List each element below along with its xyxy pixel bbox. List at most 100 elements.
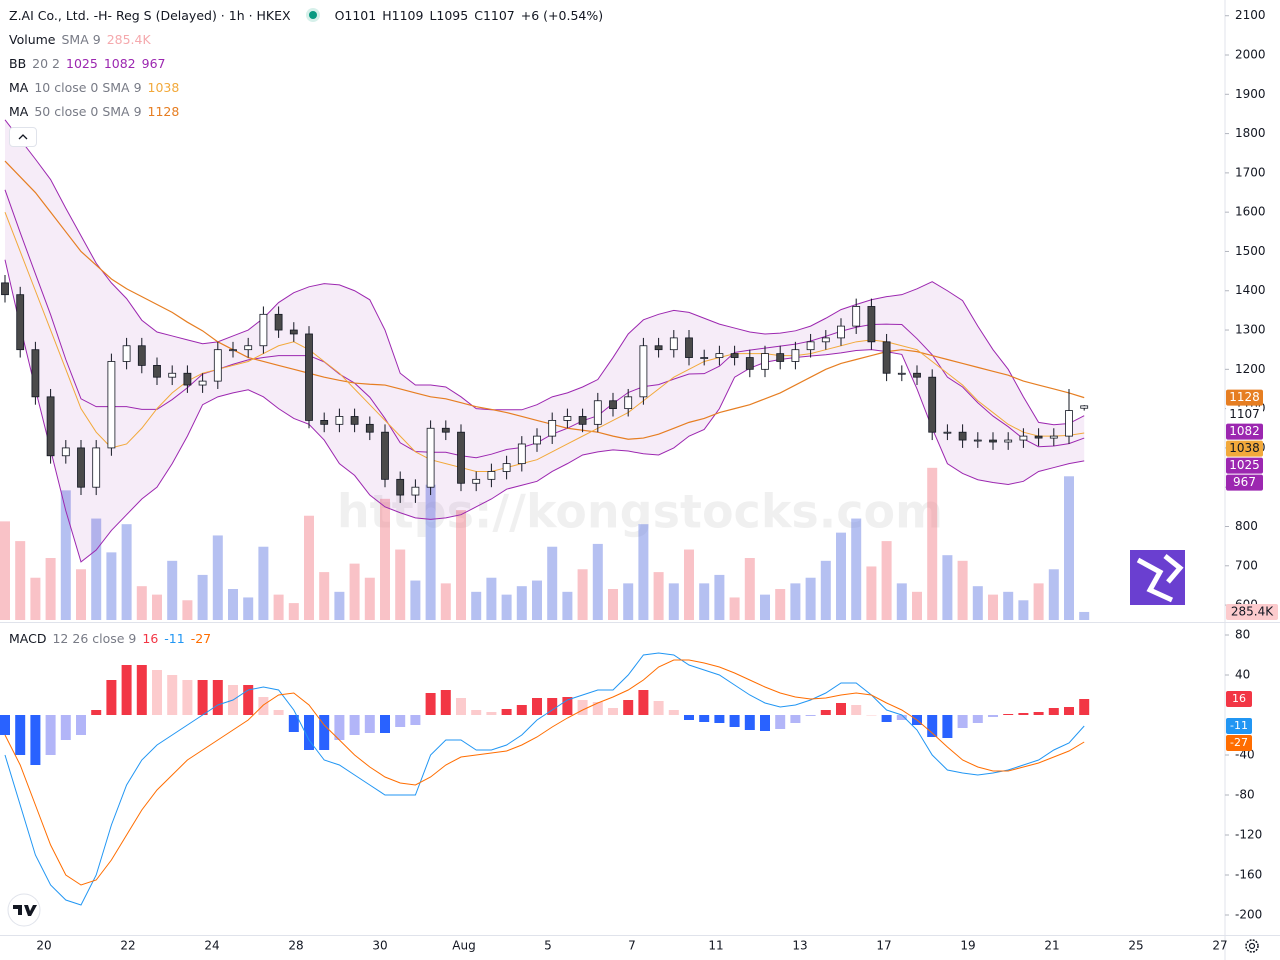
candle-body (229, 349, 237, 352)
macd-tag-label: 16 (1232, 692, 1246, 705)
candle-body (639, 345, 648, 398)
legend-value: 285.4K (106, 32, 151, 47)
candle-body (761, 353, 769, 370)
logo-mark (1136, 554, 1184, 603)
ohlc-high: H1109 (382, 8, 424, 23)
macd-hist-bar (988, 715, 998, 717)
volume-bar (623, 583, 634, 620)
volume-bar (1003, 591, 1014, 620)
volume-bar (395, 549, 406, 620)
macd-hist-bar (592, 702, 603, 715)
settings-gear[interactable] (1245, 939, 1259, 953)
bb-upper (4, 119, 1085, 426)
volume-bar (896, 583, 907, 620)
candle-body (1004, 439, 1013, 443)
volume-bar (258, 546, 269, 620)
volume-bar (288, 603, 299, 620)
macd-hist-bar (532, 698, 542, 715)
x-tick-label: 17 (876, 939, 891, 953)
volume-bar (851, 518, 862, 620)
volume-bar (501, 594, 512, 620)
macd-hist-bar (896, 715, 907, 720)
macd-hist-bar (1003, 714, 1014, 715)
volume-bar (334, 591, 345, 620)
macd-hist-bar (121, 665, 132, 715)
macd-tag (1226, 735, 1252, 751)
y-tick-label: -120 (1235, 828, 1262, 842)
volume-bar (243, 597, 254, 620)
candle-body (335, 416, 344, 425)
macd-legend[interactable]: MACD 12 26 close 9 16 -11 -27 (9, 631, 217, 646)
candle-body (791, 349, 800, 362)
volume-bar (881, 541, 892, 620)
volume-bar (942, 555, 953, 620)
candle-body (882, 341, 891, 374)
macd-hist-bar (182, 680, 193, 715)
candle-body (350, 416, 359, 425)
legend-value: 1025 (66, 56, 98, 71)
candle-body (624, 396, 633, 410)
candle-body (168, 372, 177, 378)
candle-body (31, 349, 40, 398)
candle-body (487, 471, 496, 480)
volume-bar (699, 583, 710, 620)
legend-name: Volume (9, 32, 56, 47)
collapse-button[interactable] (9, 127, 37, 147)
candle-body (852, 306, 861, 327)
legend-value: 967 (141, 56, 166, 71)
y-tick-label: 1900 (1235, 87, 1266, 101)
volume-bar (972, 586, 983, 620)
candle-body (685, 337, 693, 358)
macd-hist-bar (638, 690, 649, 715)
ohlc-change: +6 (+0.54%) (520, 8, 604, 23)
candle-body (928, 376, 937, 433)
y-tick-label: 2000 (1235, 48, 1266, 62)
ma50-legend[interactable]: MA 50 close 0 SMA 9 1128 (9, 104, 185, 119)
candle-body (502, 463, 511, 472)
macd-tag (1226, 691, 1252, 707)
legend-params: 12 26 close 9 (52, 631, 137, 646)
macd-hist-bar (15, 715, 26, 755)
macd-hist-bar (334, 715, 345, 740)
y-tick-label: -160 (1235, 868, 1262, 882)
symbol-title[interactable]: Z.AI Co., Ltd. -H- Reg S (Delayed) · 1h … (9, 8, 291, 23)
legend-params: 20 2 (32, 56, 60, 71)
volume-bar (0, 521, 10, 620)
volume-bar (319, 572, 330, 620)
price-tag-label: 1082 (1229, 424, 1260, 438)
volume-legend[interactable]: Volume SMA 9 285.4K (9, 32, 157, 47)
macd-hist-bar (744, 715, 755, 730)
macd-hist-bar (152, 670, 162, 715)
macd-hist-bar (927, 715, 938, 737)
candle-body (320, 420, 329, 425)
candle-body (61, 447, 70, 457)
candle-body (198, 380, 207, 386)
legend-value: 16 (142, 631, 159, 646)
site-logo (1130, 550, 1185, 605)
bb-legend[interactable]: BB 20 2 1025 1082 967 (9, 56, 171, 71)
candle-body (700, 357, 709, 359)
candle-body (745, 357, 754, 370)
candle-body (897, 372, 906, 375)
ma10-legend[interactable]: MA 10 close 0 SMA 9 1038 (9, 80, 185, 95)
volume-bar (273, 594, 284, 620)
x-tick-label: 5 (544, 939, 552, 953)
volume-bar (516, 586, 527, 620)
macd-hist-bar (714, 715, 725, 723)
volume-bar (197, 574, 208, 620)
ohlc-open: O1101 (334, 8, 377, 23)
volume-bar (212, 535, 223, 620)
candle-body (122, 345, 131, 362)
volume-bar (410, 580, 421, 620)
macd-hist-bar (1064, 707, 1074, 715)
volume-bar (349, 563, 360, 620)
volume-bar (1064, 476, 1074, 620)
candle-body (46, 396, 55, 457)
bb-lower (4, 259, 1085, 563)
volume-bar (714, 574, 725, 620)
signal-line (4, 659, 1085, 886)
macd-hist-bar (364, 715, 375, 733)
macd-hist-bar (760, 715, 770, 731)
macd-hist-bar (729, 715, 740, 727)
